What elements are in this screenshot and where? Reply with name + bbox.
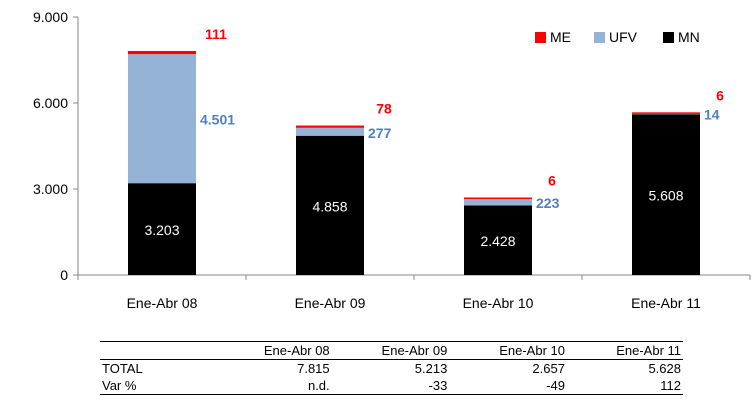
data-label-mn: 3.203 (144, 222, 179, 238)
row-label: TOTAL (102, 361, 143, 376)
bar-mn (128, 183, 196, 275)
legend-swatch-me (535, 32, 546, 43)
bar-labels: 3.203 4.501 111 4.858 277 78 2.428 223 6 5.608 14 6 (144, 26, 724, 249)
bars (128, 50, 700, 275)
bar-mn (464, 205, 532, 275)
data-label-ufv: 4.501 (200, 112, 235, 128)
data-label-me: 6 (548, 173, 556, 189)
legend-label-ufv: UFV (609, 29, 638, 45)
y-tick-label: 0 (60, 267, 68, 283)
table-row-total: TOTAL 7.815 5.213 2.657 5.628 (100, 360, 683, 378)
legend: ME UFV MN (535, 29, 700, 45)
row-label: Var % (100, 377, 214, 395)
legend-swatch-ufv (594, 32, 605, 43)
legend-swatch-mn (663, 32, 674, 43)
data-label-ufv: 14 (704, 106, 720, 122)
bar-me (296, 125, 364, 128)
y-tick-label: 9.000 (33, 9, 68, 25)
bar-me (464, 197, 532, 200)
x-tick-label: Ene-Abr 10 (463, 295, 534, 311)
stacked-bar-chart: 0 3.000 6.000 9.000 Ene-Abr 08 Ene-Abr 09 Ene-… (33, 9, 751, 311)
table-row-var: Var % n.d. -33 -49 112 (100, 377, 683, 395)
table-header-cell: Ene-Abr 09 (331, 341, 450, 360)
table-cell: 7.815 (297, 361, 330, 376)
bar-mn (632, 114, 700, 275)
data-label-me: 111 (205, 26, 227, 42)
legend-label-mn: MN (678, 29, 700, 45)
axes: 0 3.000 6.000 9.000 Ene-Abr 08 Ene-Abr 09 Ene-… (33, 9, 751, 311)
table-cell: n.d. (214, 377, 332, 395)
data-label-ufv: 277 (368, 125, 392, 141)
x-tick-label: Ene-Abr 09 (295, 295, 366, 311)
bar-ufv (296, 127, 364, 136)
legend-label-me: ME (550, 29, 571, 45)
data-label-me: 78 (376, 101, 392, 117)
data-label-ufv: 223 (536, 195, 560, 211)
table-header-cell: Ene-Abr 10 (449, 341, 567, 360)
bar-mn (296, 135, 364, 275)
bar-me (128, 50, 196, 55)
table-header-blank (100, 341, 214, 360)
data-label-me: 6 (716, 87, 724, 103)
bar-me (632, 112, 700, 114)
table-cell: 2.657 (532, 361, 565, 376)
data-label-mn: 5.608 (648, 188, 683, 204)
bar-ufv (464, 199, 532, 206)
table-cell: 5.628 (648, 361, 681, 376)
y-tick-label: 6.000 (33, 95, 68, 111)
x-tick-label: Ene-Abr 11 (631, 295, 701, 311)
x-tick-label: Ene-Abr 08 (127, 295, 198, 311)
data-label-mn: 2.428 (480, 233, 515, 249)
table-cell: -49 (449, 377, 567, 395)
table-cell: 5.213 (414, 361, 448, 376)
table-cell: 112 (566, 377, 683, 395)
table-header-cell: Ene-Abr 08 (214, 341, 332, 360)
bar-ufv (128, 54, 196, 184)
y-tick-label: 3.000 (33, 181, 68, 197)
summary-table: Ene-Abr 08 Ene-Abr 09 Ene-Abr 10 Ene-Abr… (100, 341, 683, 395)
table-header-cell: Ene-Abr 11 (566, 341, 683, 360)
table-header-row: Ene-Abr 08 Ene-Abr 09 Ene-Abr 10 Ene-Abr… (100, 341, 683, 360)
table-cell: -33 (331, 377, 450, 395)
data-label-mn: 4.858 (312, 198, 347, 214)
